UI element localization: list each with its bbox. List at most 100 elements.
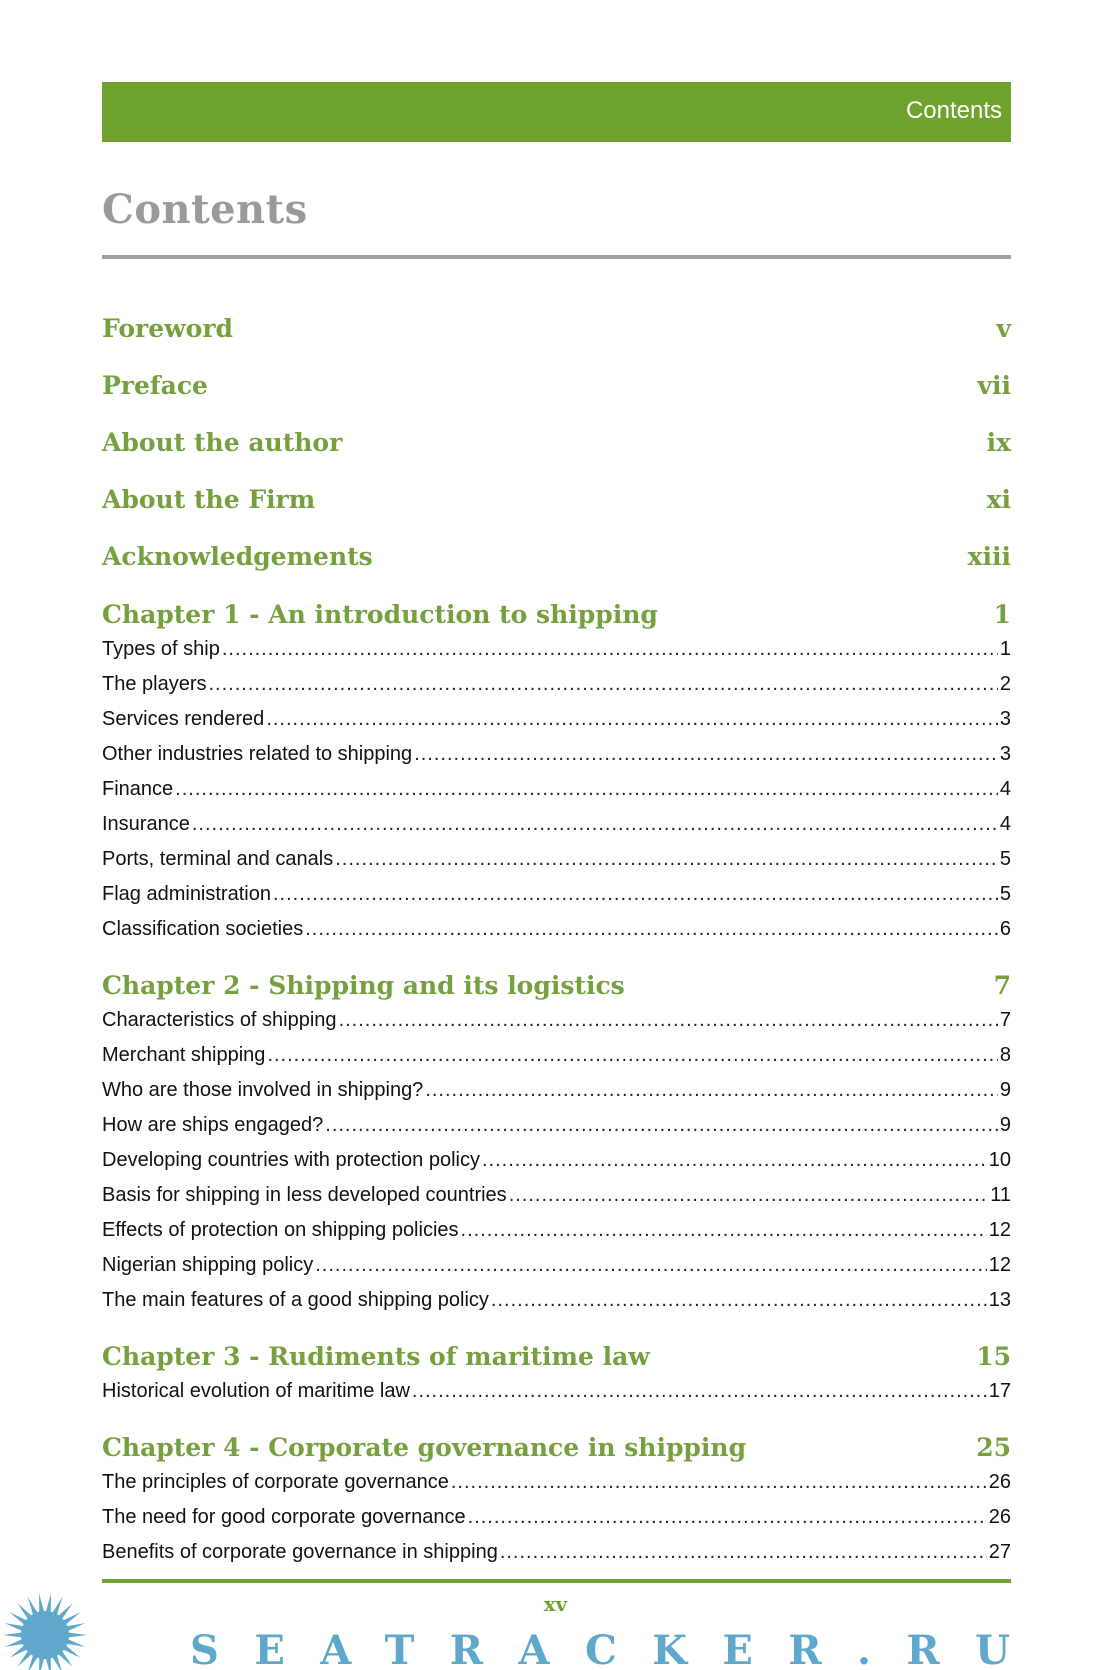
toc-entry[interactable]: Finance 4 <box>102 772 1011 807</box>
chapter-heading[interactable]: Chapter 1 - An introduction to shipping 1 <box>102 597 1011 632</box>
toc-entry-page: 1 <box>999 638 1011 660</box>
front-matter-item[interactable]: Preface vii <box>102 357 1011 414</box>
front-matter-page: xi <box>986 485 1011 514</box>
toc-entry-label: The players <box>102 673 207 695</box>
dot-leader <box>175 772 998 807</box>
toc-entry[interactable]: Flag administration 5 <box>102 877 1011 912</box>
toc-entry-page: 10 <box>988 1149 1011 1171</box>
toc-entry-label: Characteristics of shipping <box>102 1009 337 1031</box>
toc-entry-page: 5 <box>999 883 1011 905</box>
toc-entry-label: Flag administration <box>102 883 271 905</box>
toc-entry[interactable]: Services rendered 3 <box>102 702 1011 737</box>
toc-entry-label: Services rendered <box>102 708 265 730</box>
sun-ray <box>65 1623 86 1632</box>
toc-entry-label: Basis for shipping in less developed cou… <box>102 1184 507 1206</box>
toc-entry[interactable]: The main features of a good shipping pol… <box>102 1283 1011 1318</box>
dot-leader <box>414 737 998 772</box>
front-matter-page: ix <box>986 428 1011 457</box>
toc-entry[interactable]: The players 2 <box>102 667 1011 702</box>
chapter-page: 15 <box>976 1342 1011 1371</box>
front-matter-item[interactable]: About the author ix <box>102 414 1011 471</box>
toc-entry[interactable]: Developing countries with protection pol… <box>102 1143 1011 1178</box>
sun-ray <box>9 1644 29 1658</box>
sun-ray <box>66 1632 87 1638</box>
page-number: xv <box>543 1592 568 1616</box>
toc-entry-label: Historical evolution of maritime law <box>102 1380 410 1402</box>
toc-entry[interactable]: The principles of corporate governance 26 <box>102 1465 1011 1500</box>
toc-entry-label: Classification societies <box>102 918 304 940</box>
title-divider <box>102 255 1011 259</box>
toc-entry[interactable]: Types of ship 1 <box>102 632 1011 667</box>
chapter-title: Chapter 1 - An introduction to shipping <box>102 600 658 629</box>
toc-entry-page: 17 <box>988 1380 1011 1402</box>
toc-entry-label: The main features of a good shipping pol… <box>102 1289 489 1311</box>
sun-ray <box>45 1656 51 1670</box>
chapter-heading[interactable]: Chapter 4 - Corporate governance in ship… <box>102 1430 1011 1465</box>
toc-entry-page: 8 <box>999 1044 1011 1066</box>
toc-entry[interactable]: Nigerian shipping policy 12 <box>102 1248 1011 1283</box>
toc-entry-label: The principles of corporate governance <box>102 1471 449 1493</box>
chapter-page: 25 <box>976 1433 1011 1462</box>
front-matter-item[interactable]: About the Firm xi <box>102 471 1011 528</box>
watermark-lettering: SEATRACKER.RU <box>190 1627 1010 1670</box>
sun-ray <box>61 1644 81 1658</box>
toc-entry-page: 4 <box>999 813 1011 835</box>
chapter-heading[interactable]: Chapter 3 - Rudiments of maritime law 15 <box>102 1339 1011 1374</box>
dot-leader <box>339 1003 998 1038</box>
toc-entry-page: 3 <box>999 743 1011 765</box>
chapter-heading[interactable]: Chapter 2 - Shipping and its logistics 7 <box>102 968 1011 1003</box>
toc-entry-page: 12 <box>988 1219 1011 1241</box>
toc-entry-label: Insurance <box>102 813 190 835</box>
toc-entry-label: Types of ship <box>102 638 220 660</box>
sun-ray <box>65 1638 86 1647</box>
toc-entry-page: 9 <box>999 1079 1011 1101</box>
toc-entry-label: How are ships engaged? <box>102 1114 324 1136</box>
toc-entry-page: 6 <box>999 918 1011 940</box>
toc-entry-label: Ports, terminal and canals <box>102 848 334 870</box>
sun-ray <box>39 1656 45 1670</box>
dot-leader <box>509 1178 989 1213</box>
dot-leader <box>325 1108 998 1143</box>
front-matter-label: Preface <box>102 371 208 400</box>
front-matter-label: Foreword <box>102 314 233 343</box>
sun-disc <box>21 1611 69 1659</box>
front-matter-label: About the Firm <box>102 485 316 514</box>
front-matter-item[interactable]: Foreword v <box>102 300 1011 357</box>
sun-ray <box>4 1638 25 1647</box>
front-matter-label: Acknowledgements <box>102 542 373 571</box>
chapter-title: Chapter 2 - Shipping and its logistics <box>102 971 625 1000</box>
toc-entry[interactable]: Who are those involved in shipping? 9 <box>102 1073 1011 1108</box>
toc-entry-page: 9 <box>999 1114 1011 1136</box>
toc-entry[interactable]: The need for good corporate governance 26 <box>102 1500 1011 1535</box>
front-matter-item[interactable]: Acknowledgements xiii <box>102 528 1011 585</box>
dot-leader <box>273 877 998 912</box>
toc-entry-page: 12 <box>988 1254 1011 1276</box>
toc-entry[interactable]: Historical evolution of maritime law 17 <box>102 1374 1011 1409</box>
toc-entry[interactable]: How are ships engaged? 9 <box>102 1108 1011 1143</box>
toc-entry-label: Finance <box>102 778 174 800</box>
front-matter-page: vii <box>977 371 1011 400</box>
toc-entry[interactable]: Benefits of corporate governance in ship… <box>102 1535 1011 1570</box>
toc-entry[interactable]: Basis for shipping in less developed cou… <box>102 1178 1011 1213</box>
toc-entry[interactable]: Merchant shipping 8 <box>102 1038 1011 1073</box>
toc-entry[interactable]: Insurance 4 <box>102 807 1011 842</box>
toc-entry[interactable]: Ports, terminal and canals 5 <box>102 842 1011 877</box>
toc-entry[interactable]: Effects of protection on shipping polici… <box>102 1213 1011 1248</box>
toc-entry[interactable]: Other industries related to shipping 3 <box>102 737 1011 772</box>
toc-entry-label: Benefits of corporate governance in ship… <box>102 1541 498 1563</box>
sun-ray <box>17 1649 33 1667</box>
toc-entry-page: 11 <box>990 1184 1011 1206</box>
dot-leader <box>500 1535 987 1570</box>
running-header-bar: Contents <box>102 82 1011 142</box>
sun-ray <box>51 1653 62 1670</box>
dot-leader <box>192 807 998 842</box>
toc-entry-page: 2 <box>999 673 1011 695</box>
toc-entry-label: Developing countries with protection pol… <box>102 1149 480 1171</box>
dot-leader <box>468 1500 987 1535</box>
dot-leader <box>482 1143 987 1178</box>
toc-entry-page: 26 <box>988 1471 1011 1493</box>
toc-entry-page: 7 <box>999 1009 1011 1031</box>
toc-entry[interactable]: Characteristics of shipping 7 <box>102 1003 1011 1038</box>
dot-leader <box>412 1374 987 1409</box>
toc-entry[interactable]: Classification societies 6 <box>102 912 1011 947</box>
